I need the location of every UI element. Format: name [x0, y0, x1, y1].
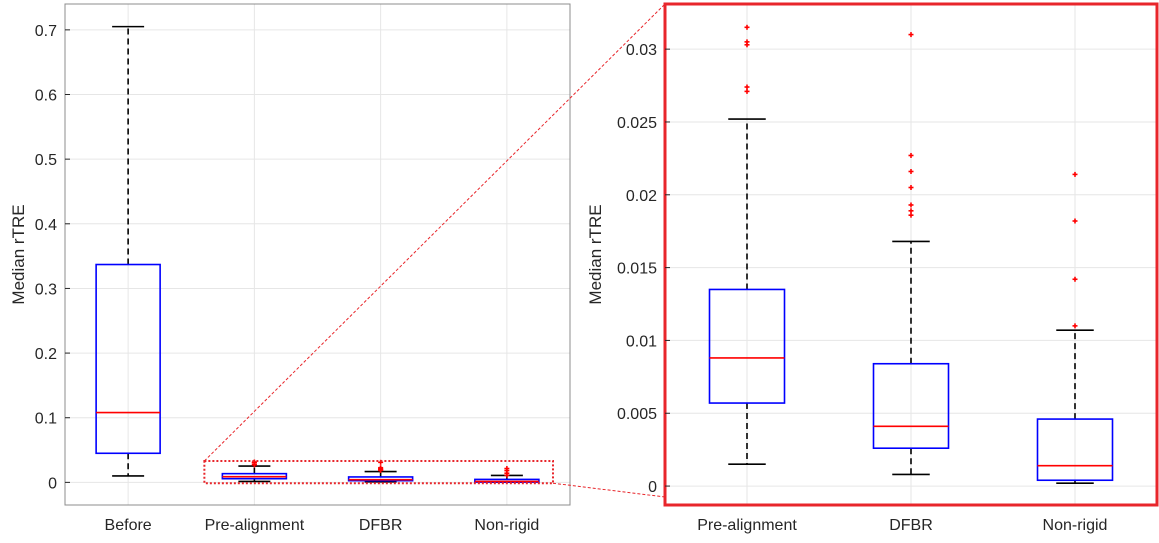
- x-tick-label: DFBR: [889, 517, 933, 534]
- axes-frame: [64, 3, 571, 506]
- outlier-point: [744, 39, 750, 45]
- outlier-point: [1072, 323, 1078, 329]
- outlier-point: [744, 88, 750, 94]
- box-group-before: [95, 25, 161, 477]
- outlier-point: [908, 212, 914, 218]
- iqr-box: [95, 263, 161, 455]
- outlier-point: [1072, 276, 1078, 282]
- y-tick-label: 0.5: [35, 152, 57, 169]
- x-tick-label: Before: [105, 517, 152, 534]
- x-tick-label: Pre-alignment: [697, 517, 797, 534]
- outlier-point: [908, 32, 914, 38]
- outlier-point: [908, 202, 914, 208]
- iqr-box: [347, 476, 414, 482]
- x-tick-label: Pre-alignment: [205, 517, 305, 534]
- y-tick-label: 0.7: [35, 23, 57, 40]
- outlier-point: [1072, 171, 1078, 177]
- y-tick-label: 0.1: [35, 411, 57, 428]
- outlier-point: [908, 185, 914, 191]
- y-tick-label: 0.2: [35, 346, 57, 363]
- axes-frame: [663, 2, 1159, 507]
- box-group-pre-alignment: [708, 24, 786, 466]
- y-tick-label: 0.005: [617, 406, 657, 423]
- y-tick-label: 0.025: [617, 115, 657, 132]
- outlier-point: [908, 208, 914, 214]
- outlier-point: [744, 24, 750, 30]
- outlier-point: [1072, 218, 1078, 224]
- iqr-box: [872, 362, 950, 450]
- right-zoomed-boxplot-panel: 0 0.005 0.01 0.015 0.02 0.025 0.03 Pre-alignmen…: [586, 2, 1159, 534]
- iqr-box: [708, 288, 786, 404]
- box-group-pre-alignment: [221, 459, 288, 483]
- outlier-point: [504, 466, 510, 472]
- box-group-non-rigid: [1036, 171, 1114, 484]
- y-axis-label: Median rTRE: [586, 204, 605, 304]
- y-tick-label: 0.4: [35, 217, 57, 234]
- y-axis-label: Median rTRE: [9, 204, 28, 304]
- zoom-region-rectangle: [203, 459, 554, 485]
- y-tick-label: 0: [648, 479, 657, 496]
- y-tick-label: 0.015: [617, 261, 657, 278]
- x-tick-label: DFBR: [359, 517, 403, 534]
- outlier-point: [744, 84, 750, 90]
- zoom-connector-top: [204, 3, 666, 462]
- y-tick-label: 0.01: [626, 333, 657, 350]
- iqr-box: [1036, 418, 1114, 482]
- outlier-point: [378, 465, 384, 471]
- box-group-non-rigid: [474, 466, 540, 484]
- zoom-connector-bottom: [552, 482, 666, 498]
- left-boxplot-panel: 0 0.1 0.2 0.3 0.4 0.5 0.6 0.7 Before Pre-alignmen…: [9, 3, 571, 534]
- y-tick-label: 0: [48, 475, 57, 492]
- y-tick-label: 0.6: [35, 88, 57, 105]
- zoom-connector-lines: [203, 3, 666, 498]
- y-tick-label: 0.02: [626, 188, 657, 205]
- y-tick-label: 0.3: [35, 281, 57, 298]
- y-tick-label: 0.03: [626, 42, 657, 59]
- box-group-dfbr: [347, 459, 414, 483]
- outlier-point: [908, 168, 914, 174]
- box-group-dfbr: [872, 32, 950, 476]
- x-tick-label: Non-rigid: [474, 517, 539, 534]
- outlier-point: [908, 152, 914, 158]
- x-tick-label: Non-rigid: [1043, 517, 1108, 534]
